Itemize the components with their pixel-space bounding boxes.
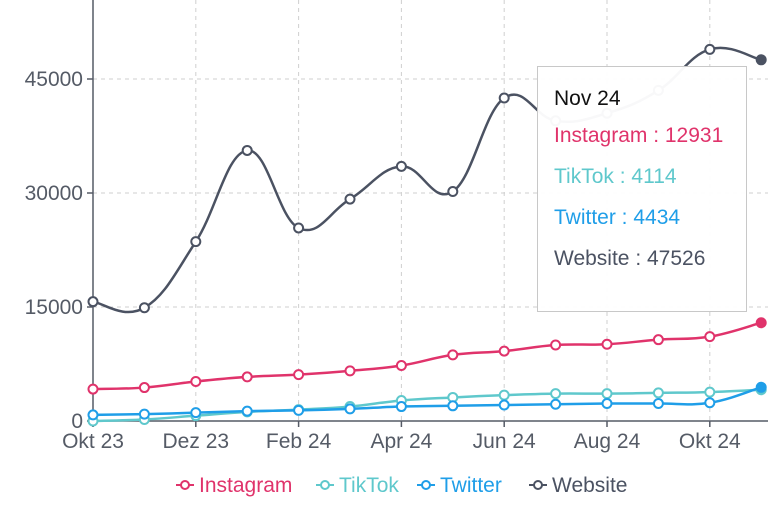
website-point <box>498 92 510 104</box>
legend: Instagram TikTok Twitter Website <box>176 474 627 497</box>
legend-item-instagram: Instagram <box>176 474 292 497</box>
x-tick-label: Feb 24 <box>266 430 332 453</box>
x-tick-label: Jun 24 <box>473 430 536 453</box>
x-tick-label: Aug 24 <box>574 430 641 453</box>
tooltip-title: Nov 24 <box>554 87 621 110</box>
legend-swatch-marker <box>180 480 190 490</box>
instagram-point <box>447 349 459 361</box>
website-point <box>447 185 459 197</box>
twitter-point <box>190 407 202 419</box>
x-tick-label: Okt 24 <box>679 430 741 453</box>
instagram-point <box>241 371 253 383</box>
legend-swatch-marker <box>533 480 543 490</box>
tiktok-point <box>550 388 562 400</box>
website-point <box>241 144 253 156</box>
twitter-point <box>293 404 305 416</box>
y-tick-label: 30000 <box>25 182 83 205</box>
legend-item-website: Website <box>529 474 627 497</box>
twitter-point <box>498 399 510 411</box>
legend-swatch-marker <box>421 480 431 490</box>
website-point <box>344 193 356 205</box>
website-point <box>293 222 305 234</box>
instagram-point <box>293 369 305 381</box>
instagram-point <box>138 382 150 394</box>
instagram-point <box>395 360 407 372</box>
twitter-point <box>704 397 716 409</box>
twitter-point <box>87 409 99 421</box>
legend-label-instagram: Instagram <box>199 474 292 497</box>
twitter-point <box>601 398 613 410</box>
instagram-point <box>601 338 613 350</box>
legend-swatch-marker <box>320 480 330 490</box>
instagram-point <box>344 365 356 377</box>
twitter-point <box>344 403 356 415</box>
y-tick-label: 0 <box>71 410 83 433</box>
legend-item-twitter: Twitter <box>417 474 502 497</box>
instagram-point <box>550 339 562 351</box>
twitter-point <box>652 398 664 410</box>
x-tick-label: Dez 23 <box>163 430 230 453</box>
tooltip-row-website: Website : 47526 <box>554 247 706 270</box>
y-tick-label: 45000 <box>25 68 83 91</box>
instagram-point <box>652 334 664 346</box>
website-point <box>87 296 99 308</box>
twitter-point <box>447 400 459 412</box>
website-point <box>755 54 767 66</box>
legend-label-tiktok: TikTok <box>339 474 399 497</box>
tooltip-row-tiktok: TikTok : 4114 <box>554 165 677 188</box>
website-point <box>704 43 716 55</box>
tiktok-point <box>498 389 510 401</box>
instagram-point <box>190 375 202 387</box>
twitter-point <box>138 408 150 420</box>
twitter-point <box>550 398 562 410</box>
twitter-point <box>241 405 253 417</box>
twitter-point <box>755 381 767 393</box>
x-tick-label: Okt 23 <box>62 430 124 453</box>
instagram-point <box>755 317 767 329</box>
tooltip-row-instagram: Instagram : 12931 <box>554 124 724 147</box>
legend-item-tiktok: TikTok <box>316 474 399 497</box>
twitter-point <box>395 401 407 413</box>
tooltip: Nov 24 Instagram : 12931 TikTok : 4114 T… <box>537 66 747 312</box>
website-point <box>395 160 407 172</box>
instagram-point <box>704 331 716 343</box>
instagram-point <box>498 345 510 357</box>
tooltip-row-twitter: Twitter : 4434 <box>554 206 681 229</box>
instagram-point <box>87 383 99 395</box>
legend-label-website: Website <box>552 474 627 497</box>
website-point <box>138 302 150 314</box>
legend-label-twitter: Twitter <box>440 474 502 497</box>
tiktok-point <box>652 387 664 399</box>
y-tick-label: 15000 <box>25 296 83 319</box>
website-point <box>190 236 202 248</box>
x-tick-label: Apr 24 <box>370 430 432 453</box>
tiktok-point <box>601 388 613 400</box>
tick-labels: 0 15000 30000 45000 Okt 23 Dez 23 Feb 24 Apr 24… <box>25 68 741 453</box>
tiktok-point <box>704 386 716 398</box>
